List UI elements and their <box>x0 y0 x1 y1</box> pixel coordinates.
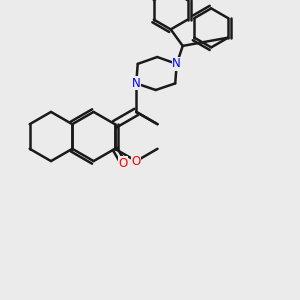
Text: O: O <box>132 154 141 168</box>
Text: N: N <box>172 57 181 70</box>
Text: O: O <box>118 157 128 169</box>
Text: N: N <box>132 77 141 90</box>
